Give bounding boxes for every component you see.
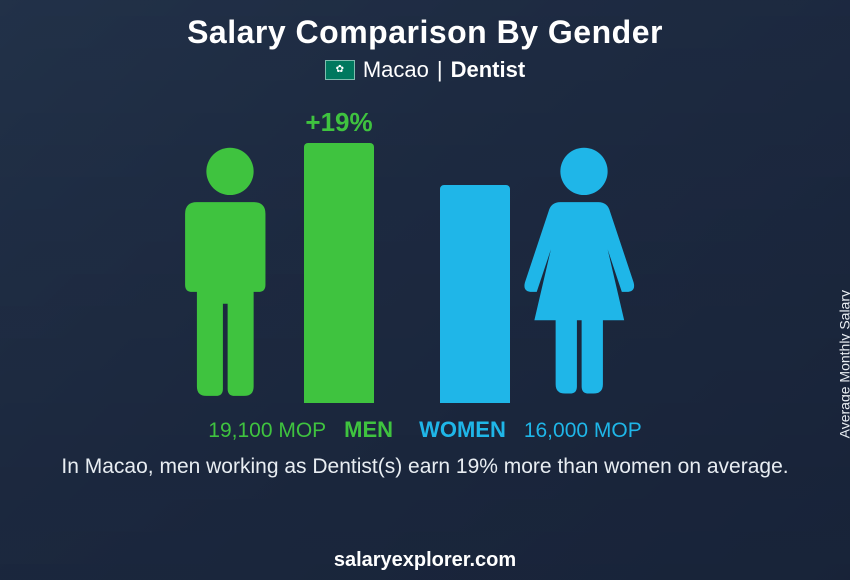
men-bar: +19% (304, 143, 374, 403)
job-title: Dentist (451, 57, 526, 83)
page-title: Salary Comparison By Gender (0, 14, 850, 51)
percent-label: +19% (305, 107, 372, 138)
men-salary: 19,100 MOP (208, 419, 326, 443)
man-icon (170, 143, 290, 403)
bottom-labels: 19,100 MOP MEN WOMEN 16,000 MOP (0, 417, 850, 443)
separator: | (437, 57, 443, 83)
men-label: MEN (344, 417, 393, 443)
women-bar (440, 185, 510, 403)
y-axis-label: Average Monthly Salary (836, 290, 850, 438)
men-group: +19% (170, 143, 374, 403)
footer-source: salaryexplorer.com (0, 549, 850, 572)
country-name: Macao (363, 57, 429, 83)
women-salary: 16,000 MOP (524, 419, 642, 443)
women-label: WOMEN (419, 417, 506, 443)
chart-area: +19% 19,100 MOP MEN WOMEN 16,000 MOP (0, 93, 850, 453)
description-text: In Macao, men working as Dentist(s) earn… (0, 453, 850, 481)
subtitle: Macao | Dentist (0, 57, 850, 83)
women-group (440, 143, 644, 403)
woman-icon (524, 143, 644, 403)
flag-icon (325, 60, 355, 80)
